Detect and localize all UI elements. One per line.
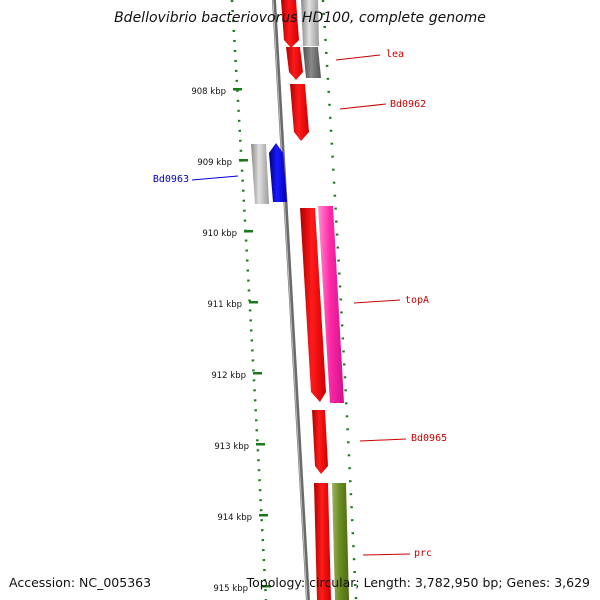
backbone bbox=[272, 0, 310, 600]
gene-olive-prc[interactable] bbox=[332, 483, 349, 600]
tick-label-915: 915 kbp bbox=[213, 584, 248, 594]
scale-ring bbox=[230, 0, 268, 600]
gene-darkgrey-lea[interactable] bbox=[303, 47, 321, 78]
tick-mark bbox=[262, 585, 271, 588]
tick-label-912: 912 kbp bbox=[211, 371, 246, 381]
tick-mark bbox=[259, 514, 268, 517]
gene-features bbox=[251, 0, 349, 600]
gene-red-top[interactable] bbox=[281, 0, 299, 48]
tick-label-909: 909 kbp bbox=[197, 158, 232, 168]
tick-mark bbox=[233, 88, 242, 91]
tick-mark bbox=[239, 159, 248, 162]
gene-red-prc[interactable] bbox=[314, 483, 331, 600]
gene-red-topa[interactable] bbox=[300, 208, 326, 402]
leader-topa bbox=[353, 299, 401, 304]
tick-label-908: 908 kbp bbox=[191, 87, 226, 97]
label-leaders bbox=[191, 54, 411, 556]
gene-label-lea[interactable]: lea bbox=[386, 49, 404, 60]
tick-mark bbox=[244, 230, 253, 233]
tick-label-911: 911 kbp bbox=[207, 300, 242, 310]
tick-mark bbox=[249, 301, 258, 304]
gene-label-bd0962[interactable]: Bd0962 bbox=[390, 99, 426, 110]
gene-label-bd0965[interactable]: Bd0965 bbox=[411, 433, 447, 444]
gene-grey-top[interactable] bbox=[301, 0, 319, 46]
gene-blue-bd0963[interactable] bbox=[269, 143, 287, 202]
leader-bd0963 bbox=[191, 175, 239, 181]
leader-bd0965 bbox=[359, 438, 407, 442]
gene-label-bd0963[interactable]: Bd0963 bbox=[153, 174, 189, 185]
tick-mark bbox=[253, 372, 262, 375]
gene-label-topa[interactable]: topA bbox=[405, 295, 429, 306]
tick-mark bbox=[256, 443, 265, 446]
scale-ticks: 908 kbp 909 kbp 910 kbp 911 kbp 912 kbp … bbox=[191, 87, 271, 594]
tick-label-913: 913 kbp bbox=[214, 442, 249, 452]
backbone-highlight bbox=[272, 0, 308, 600]
gene-red-lea[interactable] bbox=[286, 47, 303, 80]
leader-lea bbox=[335, 54, 381, 61]
inner-ring-dots bbox=[321, 0, 358, 600]
leader-prc bbox=[362, 553, 411, 556]
gene-red-bd0962[interactable] bbox=[290, 84, 309, 141]
genome-summary-text: Topology: circular; Length: 3,782,950 bp… bbox=[246, 575, 590, 590]
gene-labels: lea Bd0962 Bd0963 topA Bd0965 prc bbox=[153, 49, 447, 559]
gene-red-bd0965[interactable] bbox=[312, 410, 328, 474]
accession-text: Accession: NC_005363 bbox=[9, 575, 152, 590]
gene-pink-topa[interactable] bbox=[318, 206, 344, 403]
scale-ring-dots bbox=[230, 0, 268, 600]
leader-bd0962 bbox=[339, 103, 387, 110]
tick-label-914: 914 kbp bbox=[217, 513, 252, 523]
map-title: Bdellovibrio bacteriovorus HD100, comple… bbox=[114, 10, 486, 26]
tick-label-910: 910 kbp bbox=[202, 229, 237, 239]
backbone-outer bbox=[272, 0, 310, 600]
gene-label-prc[interactable]: prc bbox=[414, 548, 432, 559]
gene-grey-bd0963[interactable] bbox=[251, 144, 269, 204]
